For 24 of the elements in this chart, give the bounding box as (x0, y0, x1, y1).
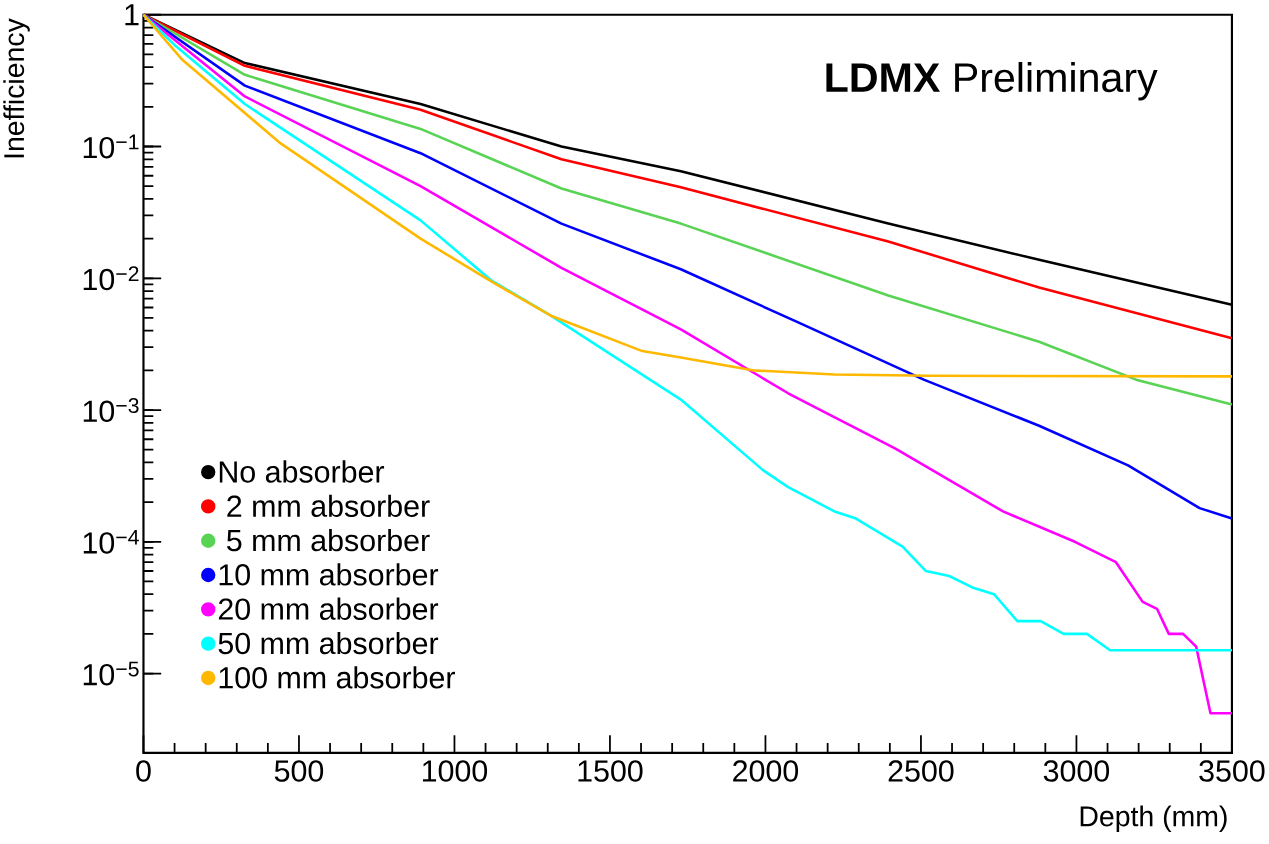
annotation: LDMX Preliminary (826, 61, 1158, 101)
y-tick-label: 10$^{−2}$ (83, 266, 139, 291)
x-tick-label: 2500 (888, 760, 954, 782)
x-axis-title: Depth (mm) (1080, 805, 1227, 832)
y-tick-label: 1 (125, 4, 139, 26)
y-tick-label: 10$^{−1}$ (83, 134, 139, 159)
x-tick-label: 3000 (1043, 760, 1110, 782)
legend-label: 2 mm absorber (227, 494, 430, 517)
x-tick-label: 0 (136, 760, 151, 782)
y-axis-title: Inefficiency (3, 18, 30, 158)
legend-label: 5 mm absorber (227, 528, 430, 552)
y-tick-label: 10$^{−5}$ (83, 661, 139, 686)
legend-label: 10 mm absorber (219, 563, 439, 586)
x-tick-label: 2000 (733, 760, 799, 782)
legend-label: 50 mm absorber (218, 631, 439, 655)
legend-label: 100 mm absorber (219, 666, 455, 689)
x-tick-label: 1000 (422, 760, 488, 782)
legend-label: 20 mm absorber (218, 597, 439, 620)
x-tick-label: 3500 (1199, 760, 1265, 782)
x-tick-label: 1500 (578, 760, 643, 782)
y-tick-label: 10$^{−3}$ (83, 397, 139, 422)
y-tick-label: 10$^{−4}$ (83, 529, 139, 554)
legend-label: No absorber (219, 460, 385, 483)
x-tick-label: 500 (274, 760, 324, 782)
